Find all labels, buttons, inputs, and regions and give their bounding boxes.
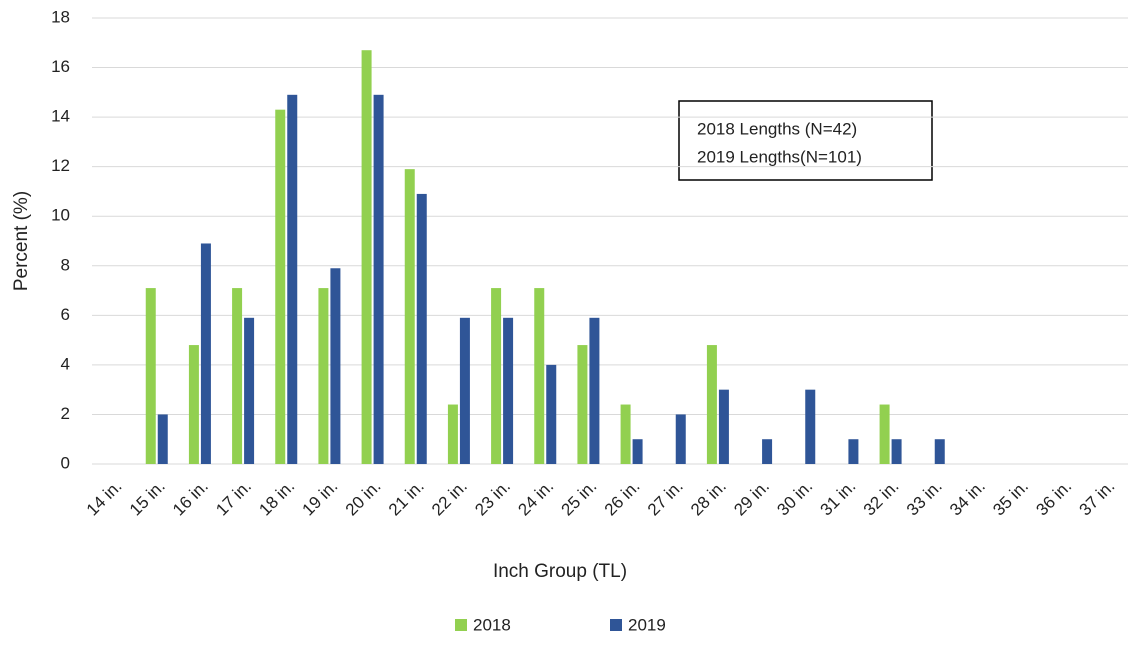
bar bbox=[275, 109, 286, 464]
bar bbox=[188, 345, 199, 464]
bar bbox=[361, 50, 372, 464]
bar bbox=[762, 439, 773, 464]
bar bbox=[934, 439, 945, 464]
x-tick-label: 31 in. bbox=[817, 477, 860, 520]
x-tick-label: 26 in. bbox=[601, 477, 644, 520]
legend-swatch bbox=[455, 619, 467, 631]
y-tick-label: 8 bbox=[61, 255, 70, 274]
bar bbox=[491, 288, 502, 464]
x-tick-label: 22 in. bbox=[428, 477, 471, 520]
bar bbox=[891, 439, 902, 464]
bar bbox=[620, 404, 631, 464]
x-tick-label: 36 in. bbox=[1032, 477, 1075, 520]
legend-label: 2019 bbox=[628, 615, 666, 634]
bar bbox=[330, 268, 341, 464]
y-axis-label: Percent (%) bbox=[11, 191, 32, 291]
bar bbox=[879, 404, 890, 464]
annotation: 2018 Lengths (N=42) bbox=[697, 119, 857, 138]
y-tick-label: 4 bbox=[61, 354, 70, 373]
y-tick-label: 6 bbox=[61, 305, 70, 324]
x-tick-label: 30 in. bbox=[773, 477, 816, 520]
x-axis-label: Inch Group (TL) bbox=[493, 561, 627, 582]
bar bbox=[318, 288, 329, 464]
bar bbox=[244, 317, 255, 464]
bar bbox=[200, 243, 211, 464]
x-tick-label: 35 in. bbox=[989, 477, 1032, 520]
x-tick-label: 29 in. bbox=[730, 477, 773, 520]
x-tick-label: 18 in. bbox=[255, 477, 298, 520]
y-tick-label: 18 bbox=[51, 7, 70, 26]
x-tick-label: 14 in. bbox=[83, 477, 126, 520]
y-tick-label: 14 bbox=[51, 107, 70, 126]
x-tick-label: 25 in. bbox=[558, 477, 601, 520]
x-tick-label: 28 in. bbox=[687, 477, 730, 520]
legend-swatch bbox=[610, 619, 622, 631]
x-tick-label: 27 in. bbox=[644, 477, 687, 520]
bar bbox=[373, 94, 384, 465]
x-tick-label: 15 in. bbox=[126, 477, 169, 520]
bar bbox=[404, 169, 415, 464]
bar bbox=[447, 404, 458, 464]
x-tick-label: 21 in. bbox=[385, 477, 428, 520]
annotation: 2019 Lengths(N=101) bbox=[697, 147, 862, 166]
bar bbox=[848, 439, 859, 464]
bar bbox=[459, 317, 470, 464]
bar bbox=[805, 389, 816, 464]
bar bbox=[577, 345, 588, 464]
x-tick-label: 23 in. bbox=[471, 477, 514, 520]
annotation-box bbox=[678, 100, 933, 181]
legend-label: 2018 bbox=[473, 615, 511, 634]
bar bbox=[287, 94, 298, 465]
y-tick-label: 16 bbox=[51, 57, 70, 76]
x-tick-label: 34 in. bbox=[946, 477, 989, 520]
x-tick-label: 24 in. bbox=[514, 477, 557, 520]
x-tick-label: 37 in. bbox=[1076, 477, 1119, 520]
y-tick-label: 0 bbox=[61, 453, 70, 472]
bar bbox=[675, 414, 686, 464]
bar bbox=[416, 193, 427, 464]
x-tick-label: 20 in. bbox=[342, 477, 385, 520]
bar bbox=[232, 288, 243, 464]
bar bbox=[632, 439, 643, 464]
bar bbox=[534, 288, 545, 464]
bar bbox=[589, 317, 600, 464]
x-tick-label: 17 in. bbox=[212, 477, 255, 520]
bar bbox=[157, 414, 168, 464]
bar bbox=[145, 288, 156, 464]
bar bbox=[546, 364, 557, 464]
x-tick-label: 19 in. bbox=[299, 477, 342, 520]
y-tick-label: 12 bbox=[51, 156, 70, 175]
x-tick-label: 16 in. bbox=[169, 477, 212, 520]
y-tick-label: 10 bbox=[51, 206, 70, 225]
bar bbox=[718, 389, 729, 464]
bar bbox=[706, 345, 717, 464]
y-tick-label: 2 bbox=[61, 404, 70, 423]
x-tick-label: 33 in. bbox=[903, 477, 946, 520]
bar bbox=[503, 317, 514, 464]
x-tick-label: 32 in. bbox=[860, 477, 903, 520]
